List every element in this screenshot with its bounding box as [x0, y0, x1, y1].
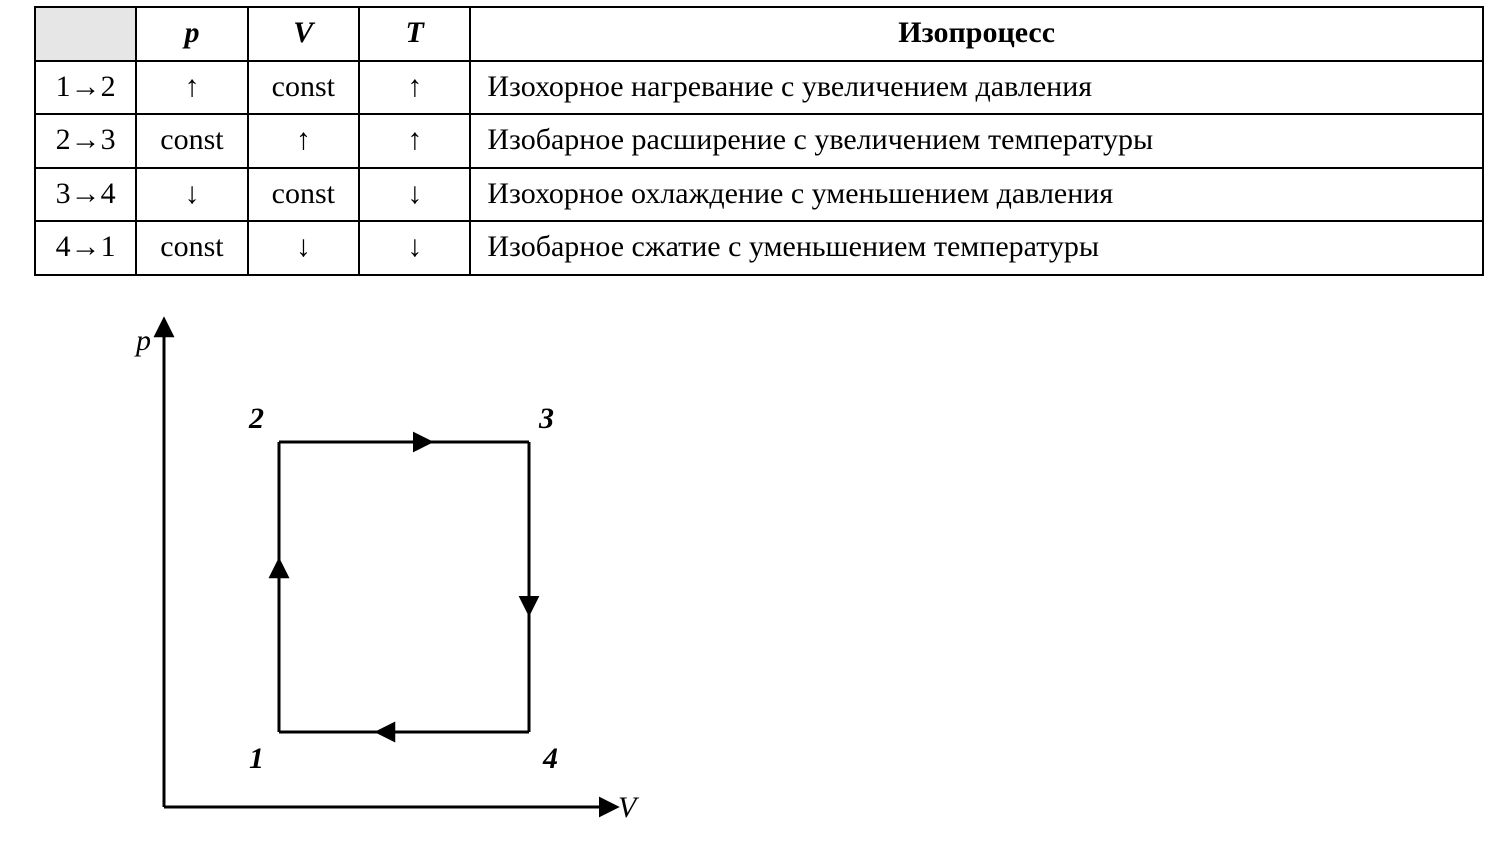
pv-diagram: Vp 1 2 3 4: [104, 312, 1490, 857]
cell-step: 4→1: [35, 221, 136, 275]
svg-text:V: V: [618, 791, 640, 824]
table-row: 3→4 ↓ const ↓ Изохорное охлаждение с уме…: [35, 168, 1483, 222]
svg-text:p: p: [134, 324, 151, 357]
cell-V: const: [248, 168, 359, 222]
cell-p: const: [136, 221, 247, 275]
svg-text:1: 1: [249, 742, 264, 775]
table-header-V: V: [248, 7, 359, 61]
table-header-process: Изопроцесс: [470, 7, 1483, 61]
table-row: 1→2 ↑ const ↑ Изохорное нагревание с уве…: [35, 61, 1483, 115]
table-row: 4→1 const ↓ ↓ Изобарное сжатие с уменьше…: [35, 221, 1483, 275]
cell-T: ↓: [359, 221, 470, 275]
page: p V T Изопроцесс 1→2 ↑ const ↑ Изохорное…: [0, 0, 1508, 866]
cell-desc: Изохорное охлаждение с уменьшением давле…: [470, 168, 1483, 222]
cell-desc: Изобарное сжатие с уменьшением температу…: [470, 221, 1483, 275]
table-row: 2→3 const ↑ ↑ Изобарное расширение c уве…: [35, 114, 1483, 168]
cell-V: const: [248, 61, 359, 115]
svg-text:4: 4: [542, 742, 558, 775]
table-header-row: p V T Изопроцесс: [35, 7, 1483, 61]
cell-V: ↑: [248, 114, 359, 168]
cell-desc: Изобарное расширение c увеличением темпе…: [470, 114, 1483, 168]
cell-step: 1→2: [35, 61, 136, 115]
cell-desc: Изохорное нагревание с увеличением давле…: [470, 61, 1483, 115]
cell-p: ↑: [136, 61, 247, 115]
pv-diagram-svg: Vp 1 2 3 4: [104, 312, 664, 852]
table-header-blank: [35, 7, 136, 61]
cell-p: ↓: [136, 168, 247, 222]
cell-step: 2→3: [35, 114, 136, 168]
cell-V: ↓: [248, 221, 359, 275]
svg-text:2: 2: [248, 402, 264, 435]
cell-T: ↓: [359, 168, 470, 222]
process-table: p V T Изопроцесс 1→2 ↑ const ↑ Изохорное…: [34, 6, 1484, 276]
cell-T: ↑: [359, 61, 470, 115]
table-header-T: T: [359, 7, 470, 61]
svg-text:3: 3: [538, 402, 554, 435]
cell-T: ↑: [359, 114, 470, 168]
cell-step: 3→4: [35, 168, 136, 222]
cell-p: const: [136, 114, 247, 168]
table-header-p: p: [136, 7, 247, 61]
